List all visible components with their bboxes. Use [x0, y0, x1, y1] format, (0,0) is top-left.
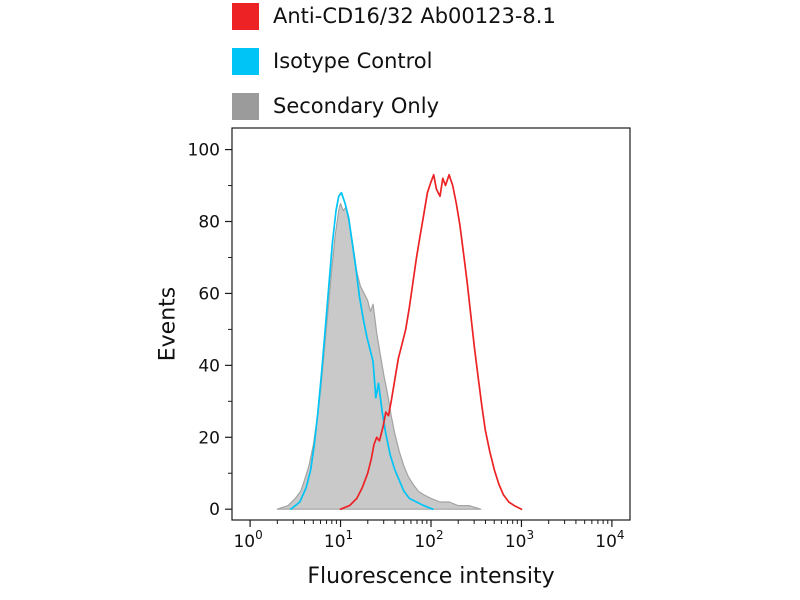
x-axis-title: Fluorescence intensity [307, 564, 555, 589]
svg-text:100: 100 [188, 141, 220, 161]
svg-text:20: 20 [198, 428, 220, 448]
red-swatch-icon [232, 3, 259, 30]
legend-item-isotype-control: Isotype Control [232, 47, 556, 76]
svg-text:104: 104 [595, 528, 624, 552]
svg-text:101: 101 [324, 528, 353, 552]
legend: Anti-CD16/32 Ab00123-8.1 Isotype Control… [232, 2, 556, 121]
svg-text:80: 80 [198, 213, 220, 233]
legend-label: Secondary Only [273, 94, 439, 118]
cyan-swatch-icon [232, 48, 259, 75]
legend-item-secondary-only: Secondary Only [232, 92, 556, 121]
legend-item-anti-cd16-32: Anti-CD16/32 Ab00123-8.1 [232, 2, 556, 31]
legend-label: Isotype Control [273, 49, 433, 73]
svg-text:60: 60 [198, 284, 220, 304]
svg-text:100: 100 [233, 528, 262, 552]
svg-text:102: 102 [414, 528, 443, 552]
gray-swatch-icon [232, 93, 259, 120]
svg-text:0: 0 [209, 500, 220, 520]
svg-text:103: 103 [505, 528, 534, 552]
svg-text:40: 40 [198, 356, 220, 376]
legend-label: Anti-CD16/32 Ab00123-8.1 [273, 4, 556, 28]
